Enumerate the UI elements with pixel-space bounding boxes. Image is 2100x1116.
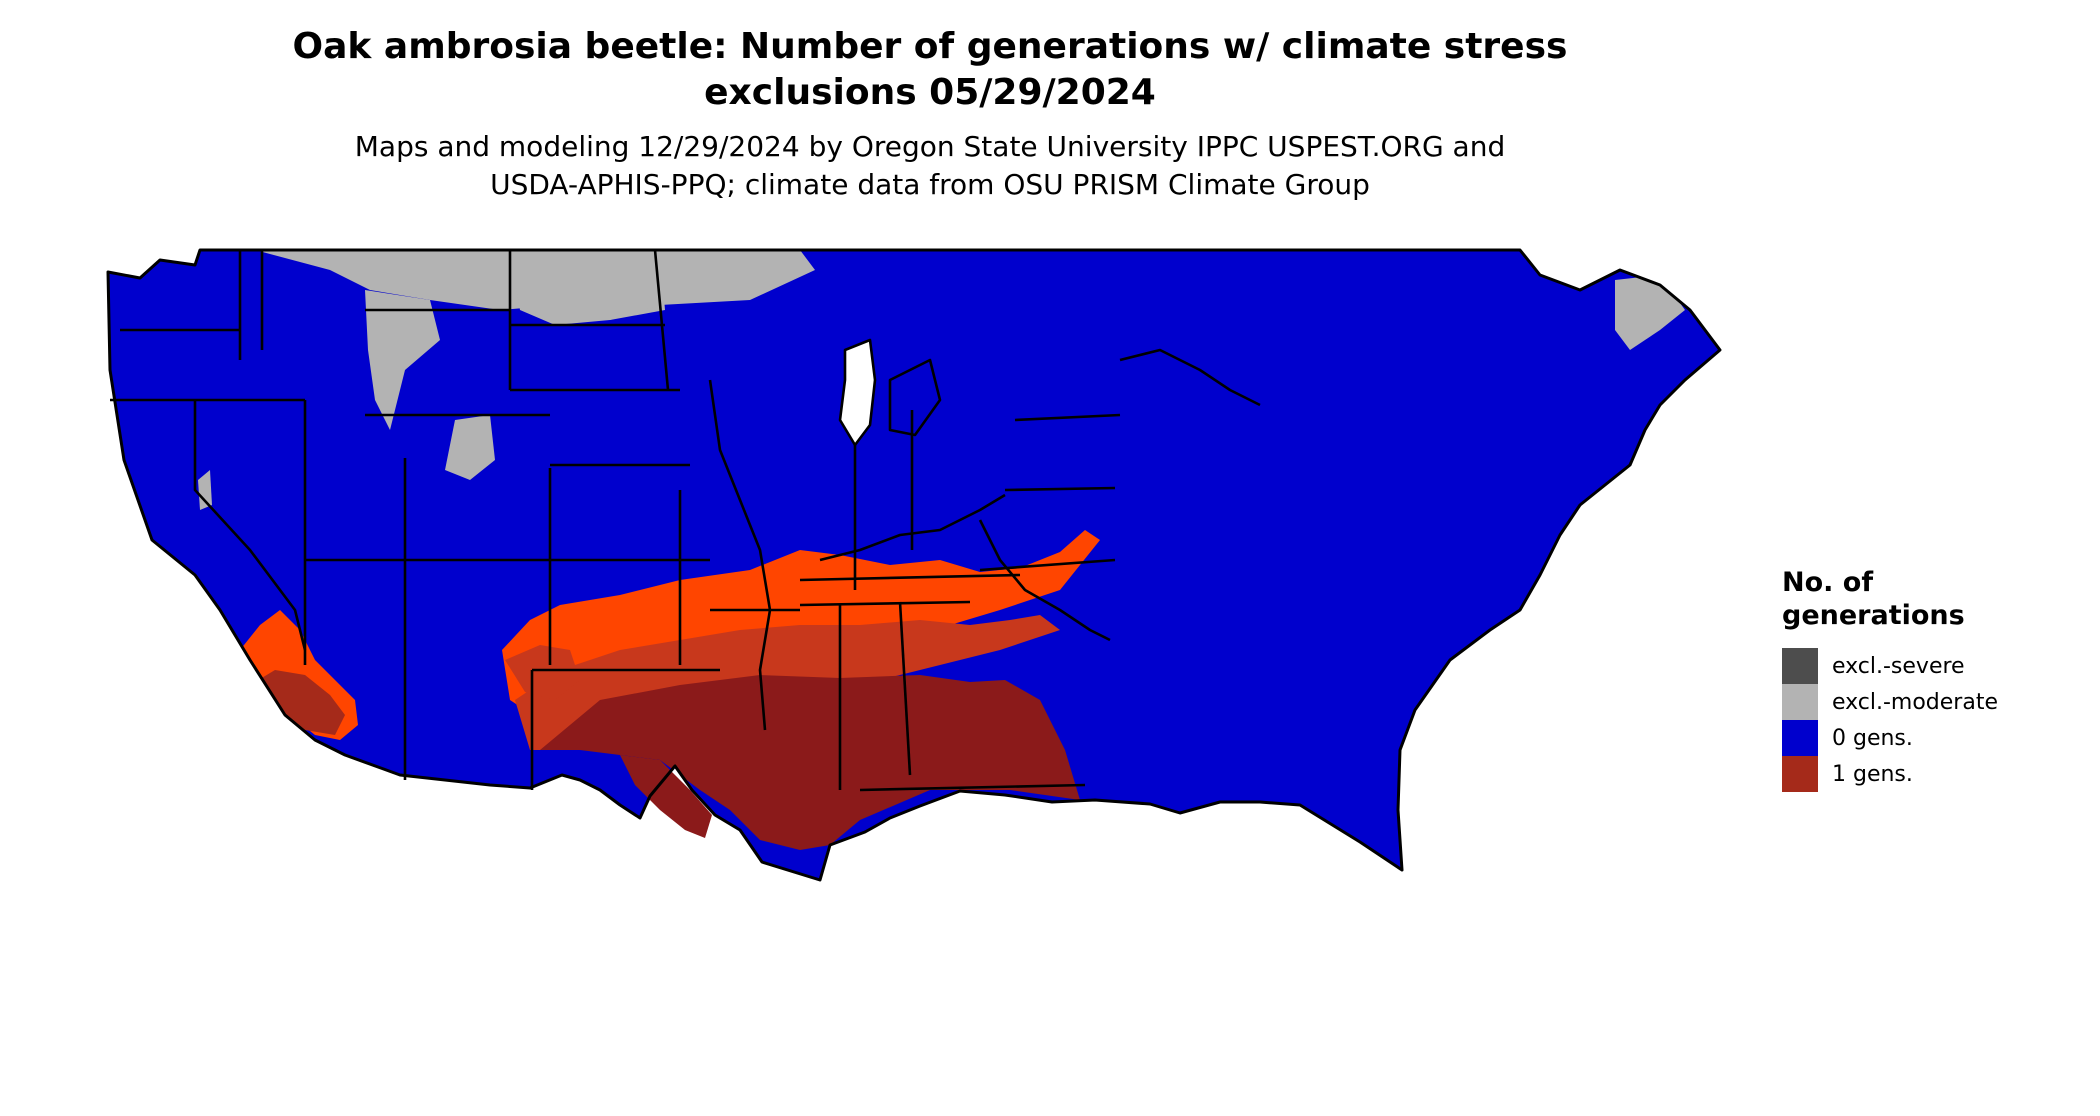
lake-michigan bbox=[838, 338, 877, 447]
one-gen-texas-valley bbox=[505, 645, 580, 700]
subtitle-line-1: Maps and modeling 12/29/2024 by Oregon S… bbox=[354, 130, 1506, 163]
legend-swatch bbox=[1782, 756, 1818, 792]
map-subtitle: Maps and modeling 12/29/2024 by Oregon S… bbox=[0, 128, 1860, 204]
grey-maine bbox=[1615, 275, 1685, 350]
border-appalachian bbox=[978, 519, 1111, 642]
legend-item-excl-moderate: excl.-moderate bbox=[1782, 684, 1998, 720]
excl-moderate-regions bbox=[198, 250, 1685, 510]
border-new-england bbox=[1119, 348, 1261, 407]
subtitle-line-2: USDA-APHIS-PPQ; climate data from OSU PR… bbox=[490, 168, 1370, 201]
legend-title-line-1: No. of bbox=[1782, 567, 1874, 598]
map-title: Oak ambrosia beetle: Number of generatio… bbox=[0, 24, 1860, 116]
border-va-nc bbox=[979, 558, 1116, 572]
border-nd-mn bbox=[653, 249, 670, 391]
border-mississippi bbox=[708, 379, 772, 731]
border-tn-ky bbox=[799, 573, 1021, 582]
legend-item-1-gens: 1 gens. bbox=[1782, 756, 1998, 792]
one-gen-tx-south bbox=[620, 755, 712, 838]
legend-label: excl.-severe bbox=[1832, 653, 1965, 679]
one-gen-az-dark bbox=[250, 670, 345, 735]
border-al-ga bbox=[898, 601, 912, 776]
legend-swatch bbox=[1782, 720, 1818, 756]
legend-item-excl-severe: excl.-severe bbox=[1782, 648, 1998, 684]
legend-title: No. of generations bbox=[1782, 566, 1998, 632]
title-line-1: Oak ambrosia beetle: Number of generatio… bbox=[292, 26, 1568, 67]
border-ohio-river bbox=[819, 493, 1006, 562]
title-line-2: exclusions 05/29/2024 bbox=[704, 72, 1156, 113]
michigan-thumb bbox=[888, 358, 942, 437]
legend: No. of generations excl.-severe excl.-mo… bbox=[1782, 566, 1998, 792]
legend-swatch bbox=[1782, 684, 1818, 720]
border-pa-south bbox=[1004, 486, 1116, 492]
border-pa-ny bbox=[1014, 413, 1121, 422]
state-borders bbox=[106, 248, 1722, 882]
grey-north-dakota bbox=[510, 250, 815, 325]
legend-label: 0 gens. bbox=[1832, 725, 1913, 751]
border-ca-nv bbox=[193, 400, 307, 651]
grey-sierra bbox=[198, 470, 212, 510]
legend-label: 1 gens. bbox=[1832, 761, 1913, 787]
legend-title-line-2: generations bbox=[1782, 600, 1965, 631]
grey-colorado-peaks bbox=[445, 415, 495, 480]
grey-wyoming bbox=[365, 290, 440, 430]
border-fl-north bbox=[859, 783, 1086, 792]
legend-item-0-gens: 0 gens. bbox=[1782, 720, 1998, 756]
border-tn-south bbox=[799, 600, 971, 607]
one-gen-dark-region bbox=[540, 675, 1080, 850]
legend-label: excl.-moderate bbox=[1832, 689, 1998, 715]
us-generations-map bbox=[106, 248, 1722, 882]
legend-swatch bbox=[1782, 648, 1818, 684]
